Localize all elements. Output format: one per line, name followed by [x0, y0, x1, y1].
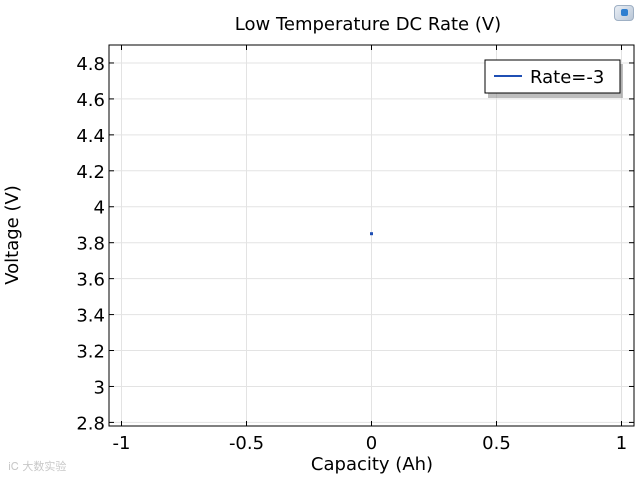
- x-tick-label: 0: [366, 433, 377, 454]
- y-tick-label: 3: [94, 377, 105, 398]
- y-tick-label: 2.8: [76, 413, 105, 434]
- y-tick-label: 3.2: [76, 342, 105, 363]
- chart-title: Low Temperature DC Rate (V): [235, 14, 501, 35]
- y-tick-label: 3.6: [76, 270, 105, 291]
- y-axis-label: Voltage (V): [2, 185, 23, 285]
- watermark: iᏟ 大数实验: [8, 460, 67, 473]
- y-tick-label: 3.4: [76, 306, 105, 327]
- y-tick-label: 4: [94, 198, 105, 219]
- x-axis-label: Capacity (Ah): [311, 454, 433, 475]
- grid-lines: [109, 45, 634, 426]
- x-tick-label: -0.5: [229, 433, 264, 454]
- x-axis: -1 -0.5 0 0.5 1: [113, 45, 627, 454]
- y-tick-label: 4.2: [76, 162, 105, 183]
- y-tick-label: 4.6: [76, 90, 105, 111]
- x-tick-label: 1: [616, 433, 627, 454]
- app-logo-icon: [614, 5, 634, 21]
- x-tick-label: 0.5: [482, 433, 511, 454]
- legend-label: Rate=-3: [530, 67, 604, 88]
- series-layer: [370, 232, 373, 236]
- legend: Rate=-3: [484, 59, 623, 98]
- data-point: [370, 232, 373, 236]
- y-axis: 2.8 3 3.2 3.4 3.6 3.8 4 4.2 4.4 4.6 4.8: [76, 54, 634, 434]
- x-tick-label: -1: [113, 433, 131, 454]
- y-tick-label: 3.8: [76, 234, 105, 255]
- y-tick-label: 4.8: [76, 54, 105, 75]
- y-tick-label: 4.4: [76, 126, 105, 147]
